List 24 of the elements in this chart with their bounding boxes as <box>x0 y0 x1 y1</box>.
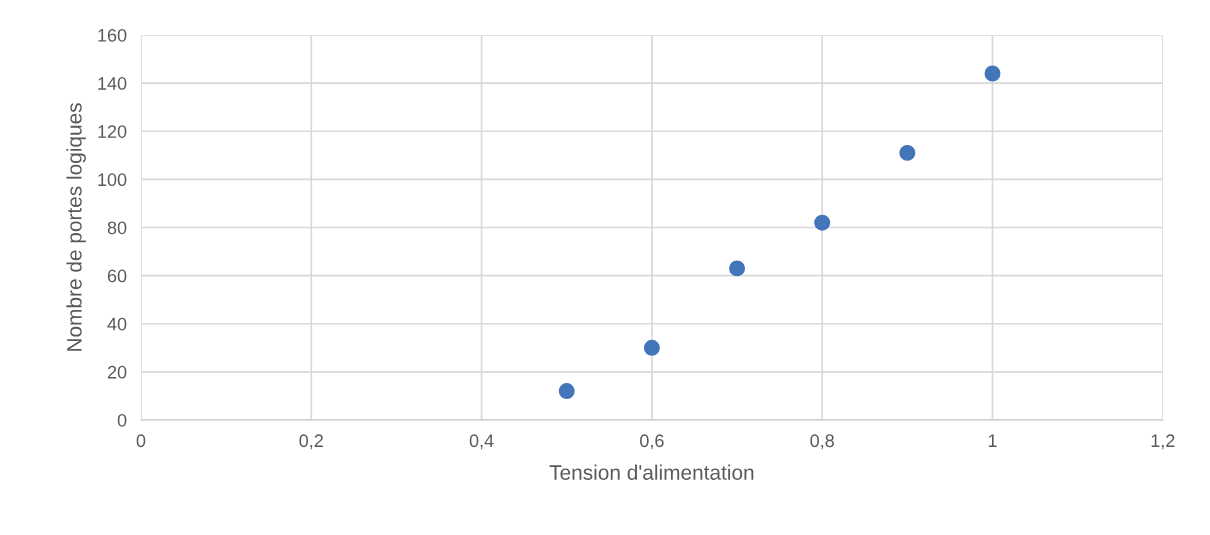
point <box>984 65 1001 82</box>
x-axis-title: Tension d'alimentation <box>549 464 754 480</box>
y-tick-label: 20 <box>107 365 127 379</box>
y-tick-label: 40 <box>107 317 127 331</box>
point <box>643 339 660 356</box>
x-tick-label: 0,6 <box>640 434 664 450</box>
y-tick-label: 80 <box>107 221 127 235</box>
y-tick-label: 60 <box>107 269 127 283</box>
y-tick-label: 100 <box>98 173 127 187</box>
x-tick-label: 0,8 <box>810 434 834 450</box>
y-tick-label: 160 <box>98 28 127 42</box>
x-tick-label: 1,2 <box>1151 434 1175 450</box>
x-tick-label: 0 <box>136 434 146 448</box>
point <box>899 144 916 161</box>
y-axis-title: Nombre de portes logiques <box>66 103 86 351</box>
point <box>729 260 746 277</box>
y-tick-label: 0 <box>117 413 127 427</box>
point <box>558 383 575 400</box>
y-tick-label: 120 <box>98 125 127 138</box>
x-tick-label: 0,2 <box>299 434 323 450</box>
x-tick-label: 0,4 <box>469 434 494 450</box>
y-tick-label: 140 <box>98 77 127 90</box>
point <box>814 214 831 231</box>
x-tick-label: 1 <box>988 434 997 447</box>
